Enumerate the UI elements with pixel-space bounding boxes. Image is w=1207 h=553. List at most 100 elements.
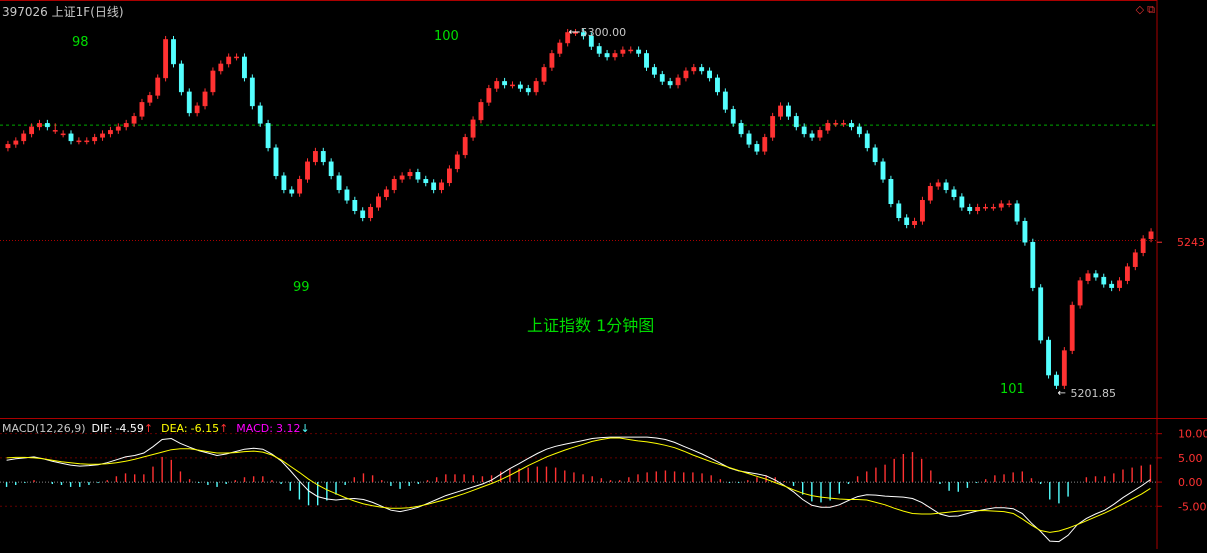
candle-body <box>565 32 571 44</box>
candle-body <box>793 116 799 128</box>
candle-body <box>478 102 484 121</box>
candle-body <box>525 88 531 93</box>
candle-body <box>37 123 42 128</box>
candle-body <box>983 207 988 209</box>
candle-body <box>1124 266 1130 281</box>
candle-body <box>596 46 602 54</box>
candle-body <box>651 67 657 75</box>
candle-body <box>588 35 594 47</box>
candle-body <box>801 126 807 135</box>
candle-body <box>1140 238 1146 253</box>
candle-body <box>1069 304 1075 351</box>
candle-body <box>990 207 996 209</box>
candle-body <box>841 123 847 125</box>
candle-body <box>44 123 50 128</box>
candle-body <box>880 161 886 180</box>
candle-body <box>604 53 610 58</box>
candle-body <box>423 179 429 184</box>
candle-body <box>912 220 917 225</box>
candle-body <box>754 144 760 152</box>
candle-body <box>376 196 381 208</box>
candle-body <box>1046 339 1051 376</box>
dif-line <box>6 436 1151 543</box>
candle-body <box>628 49 634 52</box>
candle-body <box>352 200 358 211</box>
diamond-icon[interactable]: ◇ <box>1135 3 1145 16</box>
candle-body <box>415 172 421 180</box>
high-label: 5300.00 <box>581 26 627 39</box>
wave-label: 101 <box>1000 382 1025 397</box>
low-label: 5201.85 <box>1070 387 1116 400</box>
candle-body <box>636 49 642 54</box>
candle-body <box>541 67 547 82</box>
restore-icon[interactable]: ⧉ <box>1147 3 1155 16</box>
candle-body <box>856 126 862 135</box>
candle-body <box>943 182 949 191</box>
candle-body <box>447 168 452 184</box>
macd-axis-label: 5.00 <box>1178 452 1203 465</box>
candle-body <box>951 189 957 198</box>
candle-body <box>730 109 736 124</box>
wave-label: 99 <box>293 280 310 295</box>
candle-body <box>1054 374 1059 386</box>
macd-axis-label: 10.00 <box>1178 428 1207 441</box>
candle-body <box>967 207 973 211</box>
candle-body <box>147 95 153 103</box>
candle-body <box>470 119 476 138</box>
candle-body <box>305 161 310 180</box>
candle-body <box>163 39 169 79</box>
candle-body <box>888 179 894 205</box>
high-arrow-head: ← <box>569 27 577 38</box>
last-price-axis-label: 5243 <box>1177 236 1205 249</box>
macd-legend-dea-label: DEA: <box>161 422 187 435</box>
candle-body <box>210 70 216 93</box>
candle-body <box>68 133 74 142</box>
candle-body <box>439 182 444 191</box>
candle-body <box>620 49 626 54</box>
candle-body <box>52 130 58 132</box>
candle-body <box>935 182 941 187</box>
candle-body <box>257 105 263 124</box>
chart-title: 上证指数 1分钟图 <box>527 316 654 335</box>
macd-legend-macd-arrow: ↓ <box>300 422 309 435</box>
candle-body <box>975 207 981 211</box>
candle-body <box>872 147 878 163</box>
candle-body <box>13 140 19 145</box>
macd-legend-label: MACD(12,26,9) <box>2 422 86 435</box>
candle-body <box>5 144 11 149</box>
candle-body <box>1132 252 1138 267</box>
candle-body <box>1061 350 1067 386</box>
candle-body <box>557 42 563 54</box>
low-arrow-head: ← <box>1057 388 1065 399</box>
candle-body <box>123 123 129 128</box>
candle-body <box>242 56 247 79</box>
macd-axis-label: -5.00 <box>1178 500 1206 513</box>
macd-axis-label: 0.00 <box>1178 476 1203 489</box>
period-label: (日线) <box>90 5 124 19</box>
candle-body <box>1117 280 1122 288</box>
wave-label: 98 <box>72 35 89 50</box>
candle-body <box>108 130 113 135</box>
candle-body <box>29 126 35 135</box>
candle-body <box>762 137 768 152</box>
candle-body <box>171 39 176 65</box>
candle-body <box>825 123 831 131</box>
candle-body <box>115 126 121 131</box>
candle-body <box>383 189 389 198</box>
candle-body <box>368 207 374 218</box>
candle-body <box>1038 287 1044 341</box>
candle-body <box>399 175 405 180</box>
candle-body <box>1109 283 1115 288</box>
candle-body <box>131 116 137 124</box>
candle-body <box>1093 273 1099 278</box>
candle-body <box>1030 241 1036 288</box>
candle-body <box>809 133 815 138</box>
candle-body <box>100 133 105 138</box>
candle-body <box>998 203 1004 208</box>
candle-body <box>76 140 82 143</box>
macd-legend-dif-label: DIF: <box>92 422 113 435</box>
candle-body <box>549 53 555 68</box>
candle-body <box>494 81 500 89</box>
